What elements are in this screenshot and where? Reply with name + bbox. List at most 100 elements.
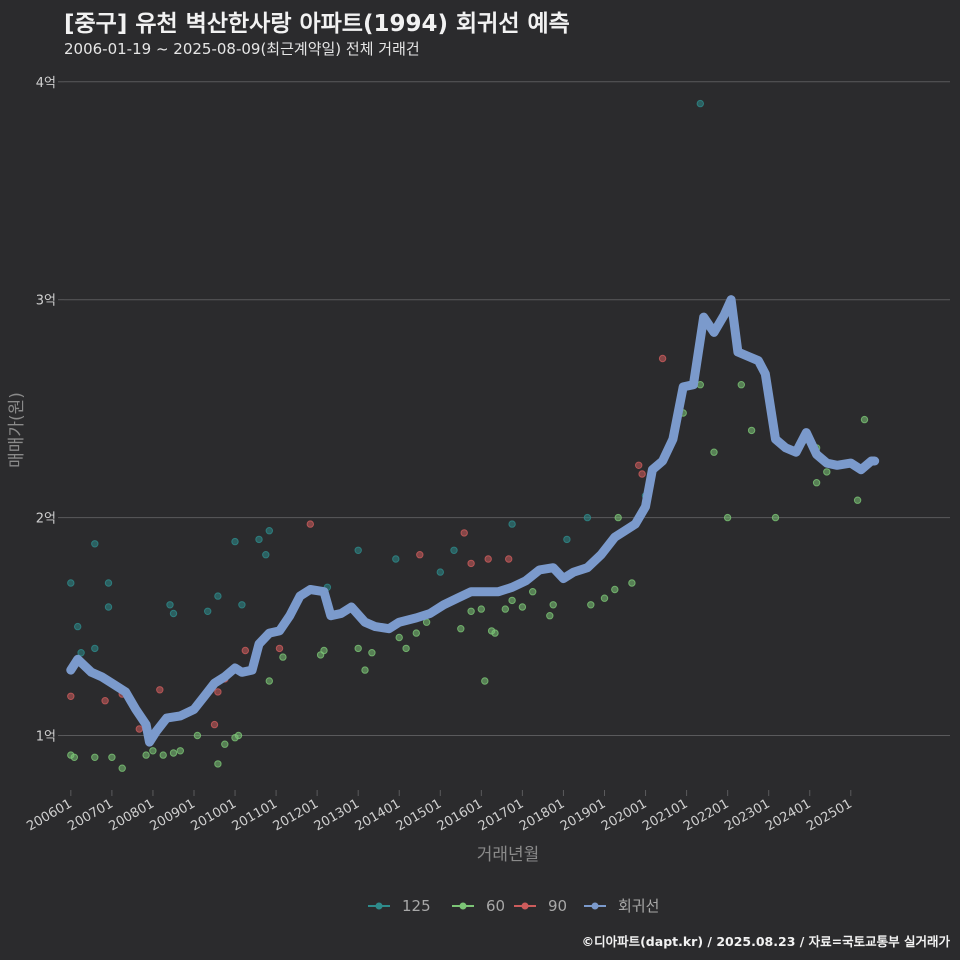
data-point-90 (658, 354, 667, 363)
data-point-90 (638, 470, 646, 478)
data-point-60 (159, 751, 167, 759)
legend-item: 회귀선 (584, 897, 659, 915)
gridlines (64, 81, 950, 737)
y-axis-ticks: 1억 2억 3억 4억 (36, 76, 64, 745)
data-point-60 (710, 448, 718, 456)
data-point-60 (214, 760, 222, 768)
data-point-60 (176, 747, 185, 755)
data-point-60 (771, 513, 780, 522)
data-point-60 (402, 644, 410, 653)
data-point-125 (392, 555, 400, 563)
legend-swatch-dot (591, 902, 599, 910)
x-tick-label: 201801 (517, 796, 567, 834)
data-point-125 (583, 513, 592, 522)
data-point-90 (306, 520, 314, 528)
data-point-90 (275, 644, 284, 653)
data-point-125 (67, 579, 75, 587)
data-point-60 (723, 513, 732, 522)
data-point-60 (91, 753, 99, 761)
data-point-125 (104, 579, 113, 587)
x-tick-label: 201101 (230, 796, 280, 834)
data-point-60 (518, 603, 527, 611)
data-point-60 (747, 426, 756, 435)
legend-label: 90 (548, 897, 567, 915)
data-point-60 (628, 579, 636, 587)
x-tick-label: 200901 (148, 796, 198, 834)
data-point-60 (457, 625, 465, 633)
data-point-60 (549, 601, 557, 609)
data-point-60 (221, 740, 229, 748)
data-point-90 (467, 559, 475, 568)
x-axis-title: 거래년월 (477, 845, 540, 865)
data-point-60 (737, 381, 745, 389)
data-point-90 (635, 461, 643, 469)
data-point-60 (611, 585, 619, 594)
legend-swatch-dot (375, 902, 383, 910)
data-point-60 (508, 596, 516, 605)
legend-label: 60 (486, 897, 505, 915)
data-point-60 (142, 751, 150, 759)
data-point-90 (135, 725, 144, 733)
data-point-125 (74, 622, 82, 631)
legend-swatch-dot (521, 902, 529, 910)
regression-line-path (66, 295, 880, 747)
data-point-125 (354, 546, 362, 554)
data-point-60 (361, 666, 369, 674)
data-point-125 (104, 603, 113, 611)
data-point-60 (234, 731, 243, 740)
data-point-60 (149, 747, 157, 755)
data-point-90 (101, 697, 109, 705)
data-point-90 (210, 720, 219, 729)
data-point-60 (412, 629, 420, 637)
legend-label: 회귀선 (618, 897, 659, 915)
data-point-125 (508, 520, 516, 528)
data-point-60 (853, 496, 862, 504)
data-point-125 (91, 644, 99, 653)
data-point-60 (600, 594, 609, 602)
data-point-60 (546, 612, 554, 620)
data-point-60 (860, 415, 869, 424)
x-tick-label: 202201 (681, 796, 731, 834)
data-point-125 (563, 535, 571, 544)
data-point-60 (477, 605, 485, 613)
x-tick-label: 202301 (722, 796, 772, 834)
data-point-60 (501, 605, 509, 613)
y-axis-title: 매매가(원) (7, 392, 27, 468)
chart-subtitle: 2006-01-19 ~ 2025-08-09(최근계약일) 전체 거래건 (64, 40, 420, 58)
legend-item: 90 (514, 897, 567, 915)
data-point-60 (354, 644, 362, 653)
data-point-60 (614, 513, 622, 522)
chart-title: [중구] 유천 벽산한사랑 아파트(1994) 회귀선 예측 (64, 11, 570, 37)
data-point-125 (77, 649, 85, 657)
data-point-60 (193, 731, 202, 740)
data-point-90 (460, 529, 468, 537)
data-point-90 (505, 555, 513, 563)
y-tick-label: 1억 (36, 730, 56, 745)
data-point-60 (279, 653, 287, 661)
data-point-60 (265, 677, 273, 685)
data-point-60 (169, 749, 178, 757)
data-point-60 (529, 588, 537, 596)
x-tick-label: 201301 (312, 796, 362, 834)
x-tick-label: 201001 (189, 796, 239, 834)
data-point-60 (481, 677, 489, 685)
x-tick-label: 202001 (599, 796, 649, 834)
data-point-90 (484, 555, 492, 563)
data-point-60 (320, 646, 328, 655)
x-axis-ticks: 2006012007012008012009012010012011012012… (24, 790, 855, 834)
data-point-90 (156, 686, 164, 694)
data-point-125 (450, 546, 458, 554)
data-point-125 (262, 551, 270, 559)
legend-item: 125 (368, 897, 431, 915)
data-point-90 (241, 646, 250, 655)
data-point-125 (169, 609, 178, 618)
regression-line (66, 295, 880, 747)
legend: 125 60 90 회귀선 (368, 897, 659, 915)
data-point-60 (395, 633, 403, 642)
data-point-60 (587, 601, 595, 609)
legend-item: 60 (452, 897, 505, 915)
x-tick-label: 200801 (106, 796, 156, 834)
data-point-125 (238, 601, 246, 609)
y-tick-label: 3억 (36, 294, 56, 309)
